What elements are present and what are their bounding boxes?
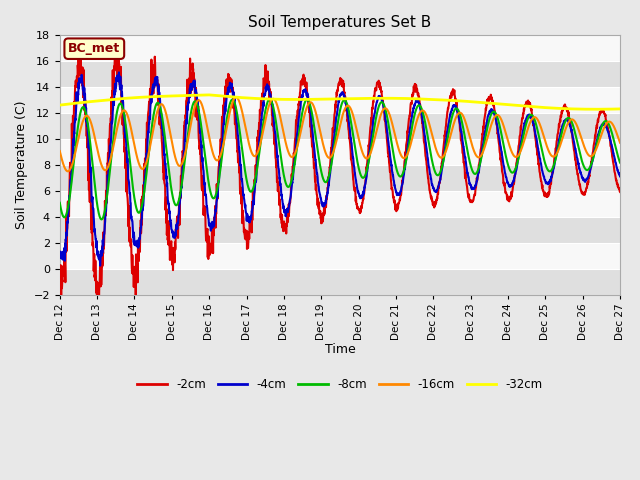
Bar [60, 87, 620, 113]
Bar [60, 113, 620, 139]
Bar [60, 139, 620, 165]
Y-axis label: Soil Temperature (C): Soil Temperature (C) [15, 101, 28, 229]
Bar [60, 269, 620, 295]
Bar [60, 36, 620, 61]
Bar [60, 191, 620, 217]
Bar [60, 217, 620, 243]
X-axis label: Time: Time [324, 343, 355, 356]
Bar [60, 243, 620, 269]
Legend: -2cm, -4cm, -8cm, -16cm, -32cm: -2cm, -4cm, -8cm, -16cm, -32cm [132, 373, 547, 396]
Text: BC_met: BC_met [68, 42, 120, 55]
Title: Soil Temperatures Set B: Soil Temperatures Set B [248, 15, 431, 30]
Bar [60, 61, 620, 87]
Bar [60, 165, 620, 191]
